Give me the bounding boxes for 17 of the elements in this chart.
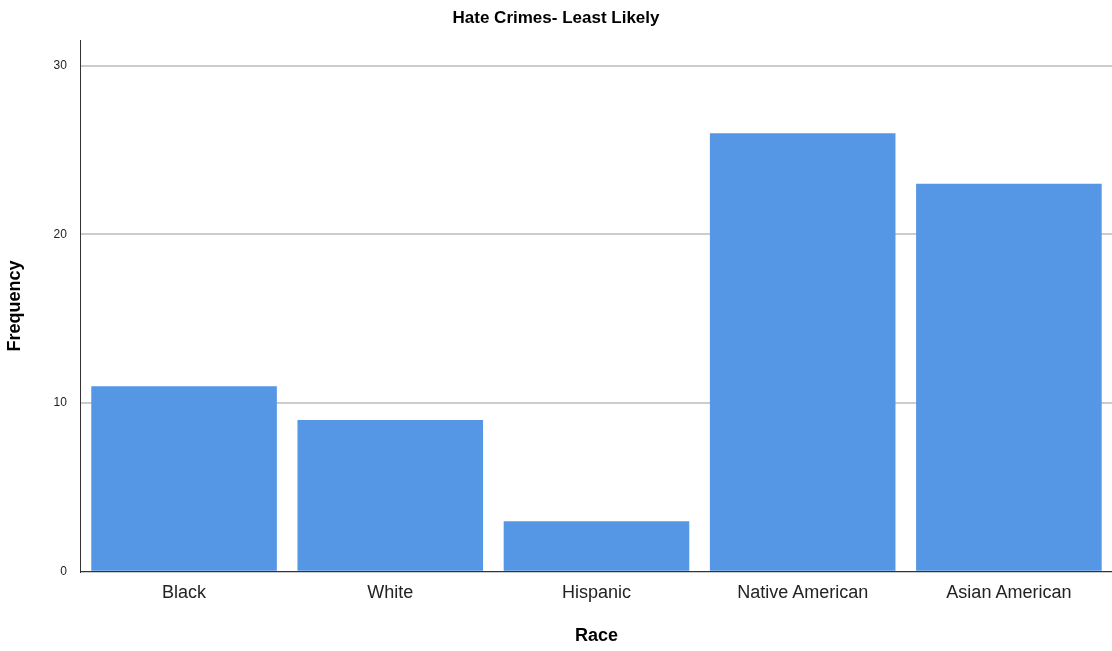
x-tick-label: Hispanic [561,581,631,602]
chart-title: Hate Crimes- Least Likely [452,7,661,27]
x-tick-label: Asian American [946,581,1072,602]
bar [916,183,1102,571]
y-tick-label: 10 [53,395,68,410]
x-axis-title: Race [574,625,618,646]
x-tick-label: Native American [737,581,869,602]
bar [709,133,896,571]
bar [91,386,277,571]
y-tick-label: 20 [53,226,68,241]
bar [297,419,484,571]
bar [503,521,690,571]
x-tick-label: Black [162,581,208,602]
x-tick-label: White [367,581,414,602]
y-tick-label: 0 [60,564,68,579]
y-axis-title: Frequency [3,260,24,352]
y-tick-label: 30 [53,58,68,73]
